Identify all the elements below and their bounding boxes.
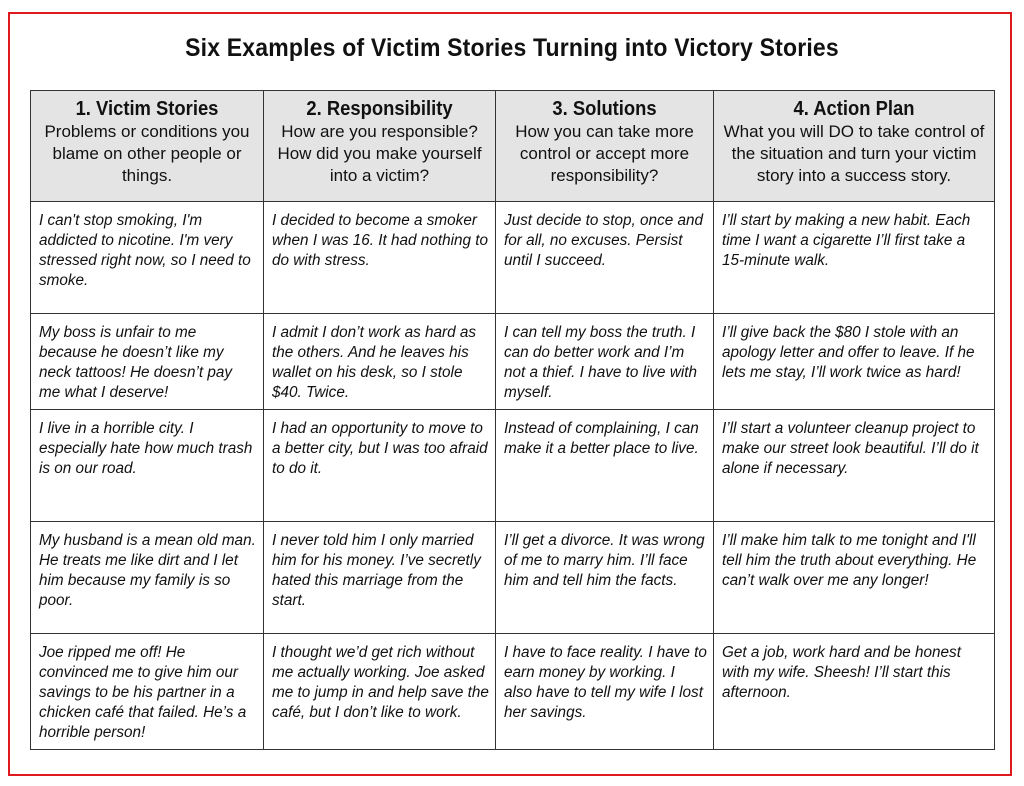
- table-cell: My husband is a mean old man. He treats …: [30, 521, 264, 634]
- table-cell: I had an opportunity to move to a better…: [263, 409, 496, 522]
- column-subtitle: Problems or conditions you blame on othe…: [44, 122, 250, 185]
- table-cell: My boss is unfair to me because he doesn…: [30, 313, 264, 410]
- table-row: My boss is unfair to me because he doesn…: [30, 313, 995, 410]
- table-cell: I’ll start by making a new habit. Each t…: [713, 201, 995, 314]
- examples-table: 1. Victim Stories Problems or conditions …: [30, 90, 995, 750]
- column-heading: 2. Responsibility: [306, 98, 453, 120]
- column-subtitle: What you will DO to take control of the …: [723, 122, 985, 185]
- table-row: Joe ripped me off! He convinced me to gi…: [30, 633, 995, 750]
- table-row: I live in a horrible city. I especially …: [30, 409, 995, 522]
- table-row: I can't stop smoking, I'm addicted to ni…: [30, 201, 995, 314]
- page-title: Six Examples of Victim Stories Turning i…: [185, 34, 839, 62]
- column-heading: 4. Action Plan: [793, 98, 915, 120]
- table-cell: Instead of complaining, I can make it a …: [495, 409, 714, 522]
- table-row: My husband is a mean old man. He treats …: [30, 521, 995, 634]
- table-cell: I have to face reality. I have to earn m…: [495, 633, 714, 750]
- column-header-solutions: 3. Solutions How you can take more contro…: [495, 90, 714, 202]
- table-cell: I thought we’d get rich without me actua…: [263, 633, 496, 750]
- table-cell: I can tell my boss the truth. I can do b…: [495, 313, 714, 410]
- table-cell: I’ll make him talk to me tonight and I'l…: [713, 521, 995, 634]
- column-header-responsibility: 2. Responsibility How are you responsible…: [263, 90, 496, 202]
- table-cell: I live in a horrible city. I especially …: [30, 409, 264, 522]
- table-cell: Just decide to stop, once and for all, n…: [495, 201, 714, 314]
- table-cell: Joe ripped me off! He convinced me to gi…: [30, 633, 264, 750]
- table-cell: I never told him I only married him for …: [263, 521, 496, 634]
- column-header-victim-stories: 1. Victim Stories Problems or conditions …: [30, 90, 264, 202]
- table-cell: I decided to become a smoker when I was …: [263, 201, 496, 314]
- table-cell: I’ll get a divorce. It was wrong of me t…: [495, 521, 714, 634]
- column-header-action-plan: 4. Action Plan What you will DO to take c…: [713, 90, 995, 202]
- table-cell: I’ll give back the $80 I stole with an a…: [713, 313, 995, 410]
- table-cell: I admit I don’t work as hard as the othe…: [263, 313, 496, 410]
- column-subtitle: How you can take more control or accept …: [515, 122, 694, 185]
- column-heading: 1. Victim Stories: [75, 98, 219, 120]
- table-cell: I can't stop smoking, I'm addicted to ni…: [30, 201, 264, 314]
- table-cell: I’ll start a volunteer cleanup project t…: [713, 409, 995, 522]
- column-subtitle: How are you responsible? How did you mak…: [277, 122, 482, 185]
- column-heading: 3. Solutions: [552, 98, 657, 120]
- header-row: 1. Victim Stories Problems or conditions …: [30, 90, 995, 202]
- page-border: [8, 12, 1012, 776]
- table-cell: Get a job, work hard and be honest with …: [713, 633, 995, 750]
